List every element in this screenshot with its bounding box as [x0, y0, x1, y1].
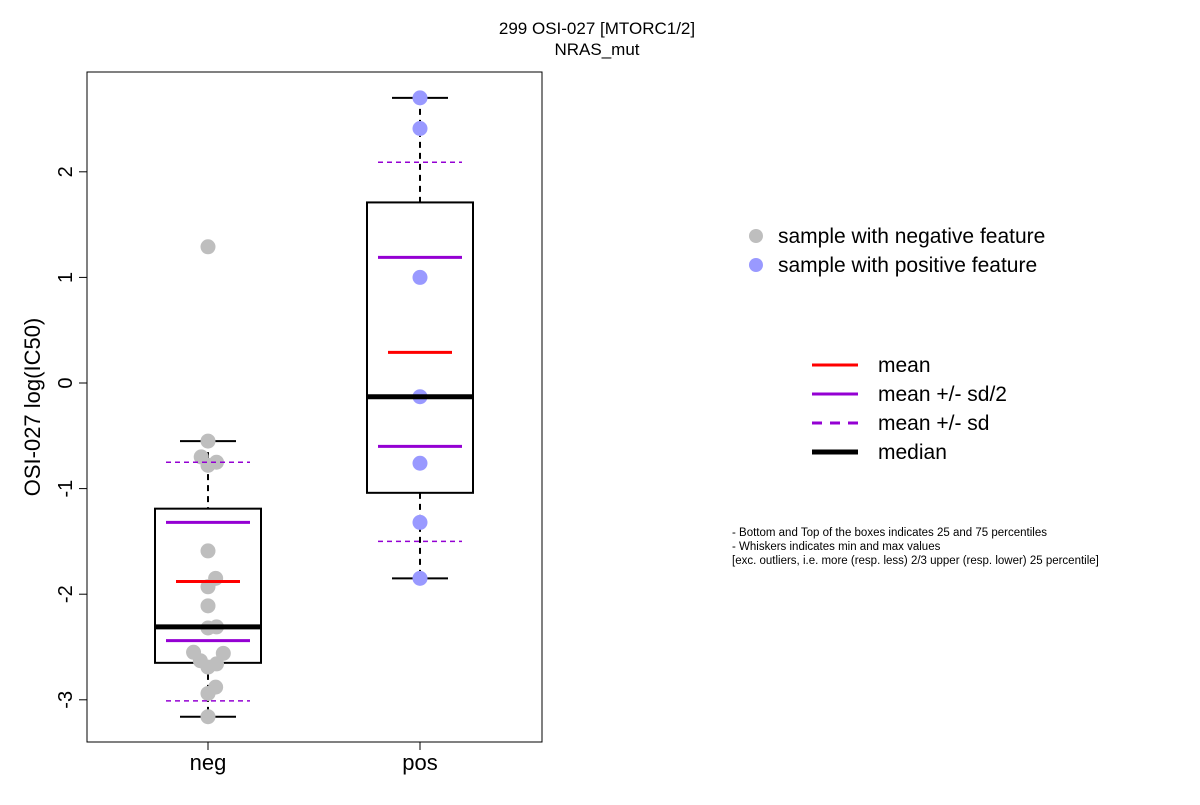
group-pos — [366, 90, 474, 586]
legend-line-label: median — [878, 441, 947, 464]
y-tick-label: -3 — [55, 691, 77, 709]
y-tick-label: 0 — [55, 377, 77, 388]
legend-point-label: sample with negative feature — [778, 225, 1045, 248]
y-axis: -3 -2 -1 0 1 2 neg pos — [55, 166, 438, 775]
legend-point-label: sample with positive feature — [778, 254, 1037, 277]
x-tick-label: neg — [190, 750, 227, 775]
legend-line-label: mean +/- sd — [878, 412, 989, 435]
sample-point — [200, 239, 216, 255]
sample-point — [215, 645, 231, 661]
note-line: - Bottom and Top of the boxes indicates … — [732, 527, 1047, 539]
box — [366, 201, 474, 494]
sample-point — [209, 454, 224, 470]
legend-point-marker — [749, 258, 763, 272]
y-axis-label: OSI-027 log(IC50) — [20, 318, 45, 497]
boxplot-groups — [154, 90, 474, 725]
legend-point-marker — [749, 229, 763, 243]
note-line: [exc. outliers, i.e. more (resp. less) 2… — [732, 555, 1099, 567]
sample-point — [412, 269, 428, 285]
sample-point — [412, 90, 428, 106]
legend: sample with negative feature sample with … — [749, 225, 1045, 464]
chart-title: 299 OSI-027 [MTORC1/2] — [499, 19, 695, 38]
sample-point — [412, 121, 428, 137]
y-tick-label: -1 — [55, 480, 77, 498]
sample-point — [200, 543, 216, 559]
sample-point — [208, 679, 224, 695]
y-tick-label: -2 — [55, 585, 77, 603]
sample-point — [200, 433, 216, 449]
sample-point — [200, 598, 216, 614]
sample-point — [200, 579, 216, 595]
x-tick-label: pos — [402, 750, 437, 775]
note-line: - Whiskers indicates min and max values — [732, 541, 941, 553]
group-neg — [154, 239, 262, 725]
sample-point — [412, 514, 428, 530]
notes: - Bottom and Top of the boxes indicates … — [732, 527, 1099, 567]
chart-subtitle: NRAS_mut — [554, 40, 639, 59]
legend-line-label: mean +/- sd/2 — [878, 383, 1007, 406]
legend-line-label: mean — [878, 354, 931, 377]
sample-point — [412, 570, 428, 586]
sample-point — [412, 455, 428, 471]
y-tick-label: 2 — [55, 166, 77, 177]
sample-point — [200, 709, 216, 725]
y-tick-label: 1 — [55, 272, 77, 283]
